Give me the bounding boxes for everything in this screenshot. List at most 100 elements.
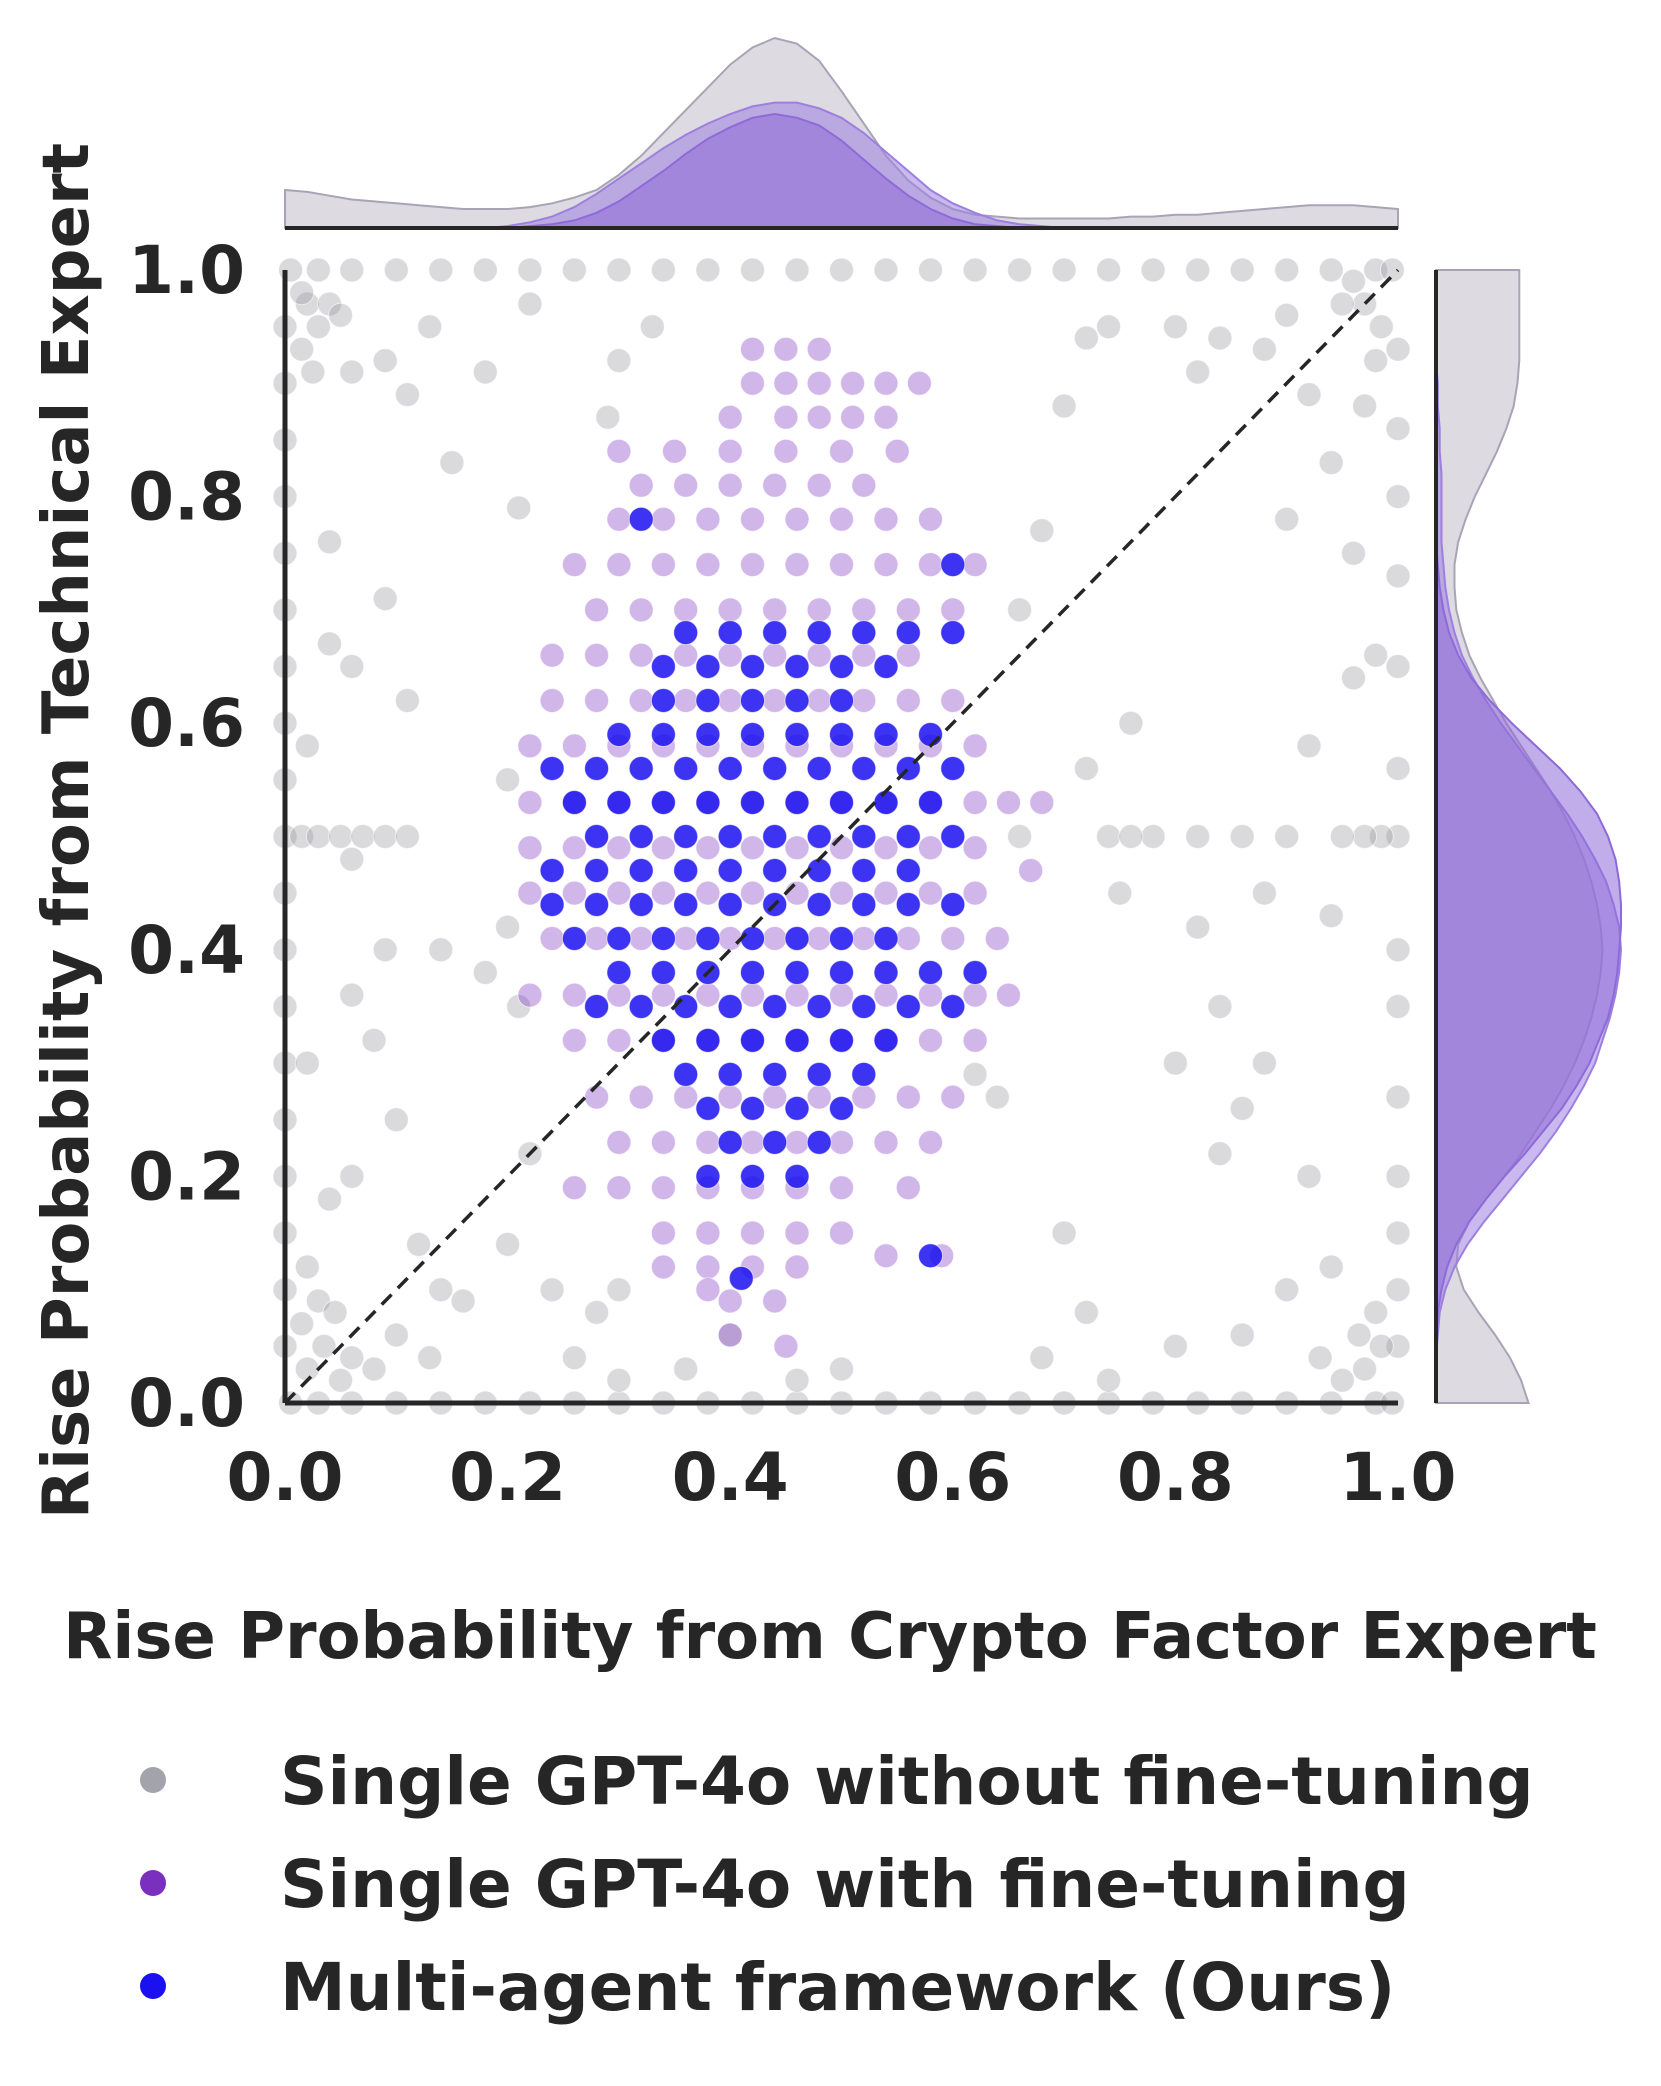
point-series-0-78: [1385, 994, 1411, 1019]
point-series-2-121: [784, 1163, 810, 1189]
legend: Single GPT-4o without fine-tuning Single …: [140, 1743, 1534, 2026]
point-series-0-155: [339, 1163, 365, 1189]
point-series-1-151: [962, 1027, 988, 1053]
point-series-1-122: [673, 926, 699, 951]
point-series-0-92: [328, 302, 354, 328]
point-series-1-57: [717, 642, 743, 668]
point-series-2-34: [806, 756, 832, 781]
point-series-1-34: [561, 552, 587, 578]
point-series-0-208: [1341, 665, 1366, 691]
point-series-2-6: [806, 620, 832, 646]
point-series-0-137: [517, 291, 543, 317]
point-series-1-131: [561, 982, 587, 1008]
point-series-0-147: [339, 846, 365, 872]
point-series-1-35: [606, 552, 632, 578]
legend-label-0: Single GPT-4o without fine-tuning: [280, 1743, 1534, 1820]
point-series-0-99: [339, 1345, 365, 1371]
point-series-0-112: [1307, 1345, 1333, 1371]
point-series-1-143: [606, 1027, 632, 1053]
point-series-2-66: [584, 892, 610, 917]
point-series-0-119: [394, 824, 420, 849]
point-series-2-19: [829, 688, 854, 713]
point-series-2-8: [895, 620, 921, 646]
point-series-0-10: [695, 257, 721, 283]
point-series-0-173: [1051, 393, 1077, 419]
point-series-2-27: [918, 722, 943, 747]
point-series-0-89: [289, 336, 315, 362]
point-series-1-38: [740, 552, 765, 578]
point-series-1-28: [695, 506, 721, 532]
point-series-1-96: [517, 835, 543, 861]
point-series-1-139: [918, 982, 943, 1008]
point-series-2-120: [740, 1163, 765, 1189]
point-series-2-33: [762, 756, 788, 781]
point-series-1-60: [851, 642, 877, 668]
point-series-1-64: [628, 688, 654, 713]
point-series-0-6: [517, 257, 543, 283]
point-series-2-107: [673, 1061, 699, 1087]
point-series-0-82: [1385, 654, 1411, 679]
point-series-1-93: [962, 790, 988, 815]
point-series-1-187: [762, 1288, 788, 1314]
point-series-1-99: [650, 835, 676, 861]
point-series-0-136: [506, 495, 532, 521]
point-series-1-22: [717, 472, 743, 498]
point-series-2-58: [628, 858, 654, 883]
point-series-1-150: [918, 1027, 943, 1053]
point-series-1-72: [517, 733, 543, 759]
point-series-1-118: [962, 880, 988, 906]
point-series-1-17: [773, 438, 799, 464]
point-series-0-201: [1096, 1367, 1122, 1393]
point-series-1-140: [962, 982, 988, 1008]
point-series-0-152: [294, 1050, 320, 1076]
point-series-0-76: [1385, 1163, 1411, 1189]
point-series-0-15: [918, 257, 943, 283]
point-series-2-62: [806, 858, 832, 883]
point-series-2-78: [695, 926, 721, 951]
point-series-0-75: [1385, 1220, 1411, 1246]
point-series-0-196: [1274, 1277, 1300, 1303]
point-series-0-87: [294, 291, 320, 317]
point-series-1-47: [717, 597, 743, 623]
point-series-2-109: [762, 1061, 788, 1087]
point-series-0-164: [506, 994, 532, 1019]
point-series-2-108: [717, 1061, 743, 1087]
point-series-2-45: [873, 790, 899, 815]
point-series-2-86: [740, 960, 765, 985]
point-series-2-110: [806, 1061, 832, 1087]
point-series-1-95: [1029, 790, 1055, 815]
point-series-1-160: [940, 1084, 966, 1110]
point-series-2-10: [695, 654, 721, 679]
point-series-2-74: [940, 892, 966, 917]
point-series-1-71: [940, 688, 966, 713]
point-series-1-101: [740, 835, 765, 861]
point-series-0-151: [339, 982, 365, 1008]
point-series-2-102: [695, 1027, 721, 1053]
point-series-0-88: [305, 314, 331, 340]
point-series-2-94: [673, 994, 699, 1019]
point-series-0-116: [328, 824, 354, 849]
point-series-2-67: [628, 892, 654, 917]
point-series-1-182: [650, 1254, 676, 1280]
point-series-0-212: [673, 1356, 699, 1382]
point-series-0-19: [1096, 257, 1122, 283]
point-series-0-174: [1073, 325, 1099, 351]
point-series-0-162: [417, 1345, 443, 1371]
point-series-1-20: [628, 472, 654, 498]
point-series-1-56: [673, 642, 699, 668]
point-series-0-115: [305, 824, 331, 849]
point-series-1-164: [740, 1129, 765, 1155]
point-series-1-123: [717, 926, 743, 951]
point-series-2-41: [695, 790, 721, 815]
point-series-0-9: [650, 257, 676, 283]
point-series-0-159: [450, 1288, 476, 1314]
point-series-1-100: [695, 835, 721, 861]
point-series-0-1: [305, 257, 331, 283]
point-series-2-92: [584, 994, 610, 1019]
point-series-1-159: [895, 1084, 921, 1110]
point-series-2-48: [628, 824, 654, 849]
point-series-1-163: [695, 1129, 721, 1155]
point-series-2-99: [895, 994, 921, 1019]
point-series-2-16: [695, 688, 721, 713]
point-series-1-115: [829, 880, 854, 906]
